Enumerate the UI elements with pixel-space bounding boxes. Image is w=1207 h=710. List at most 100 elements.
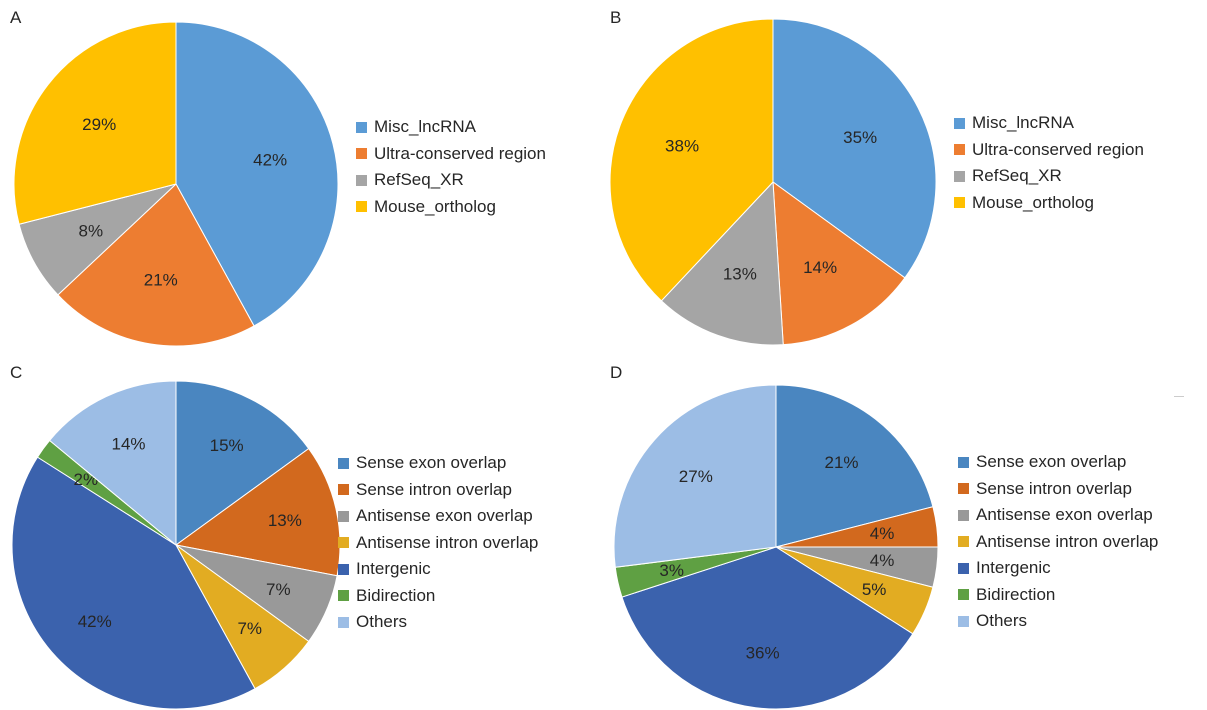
pie-chart-d: 21% 4% 4% 5% 36% 3% 27% xyxy=(613,384,939,710)
legend-label: Intergenic xyxy=(976,558,1051,578)
legend-label: Others xyxy=(976,611,1028,631)
legend-item-antisense-exon-overlap: Antisense exon overlap xyxy=(958,502,1158,529)
pie-slice-sense-exon-overlap xyxy=(175,380,310,546)
panel-c: C 15% 13% 7% 7% 42% 2% 14% Sense exon overlap S… xyxy=(0,355,600,710)
legend-item-ultra-conserved-region: Ultra-conserved region xyxy=(954,137,1144,164)
legend-swatch xyxy=(954,197,965,209)
pie-chart-b: 35% 14% 13% 38% xyxy=(609,18,937,346)
slice-label-antisense-exon-overlap: 4% xyxy=(870,551,895,570)
legend-swatch xyxy=(338,510,349,522)
legend-item-mouse-ortholog: Mouse_ortholog xyxy=(356,194,546,221)
legend-swatch xyxy=(958,615,969,627)
pie-slice-intergenic xyxy=(11,456,256,710)
legend-swatch xyxy=(958,536,969,548)
legend-swatch xyxy=(356,174,367,186)
pie-slice-mouse-ortholog xyxy=(609,18,774,302)
legend-item-refseq-xr: RefSeq_XR xyxy=(954,163,1144,190)
legend-swatch xyxy=(958,456,969,468)
legend-label: Misc_lncRNA xyxy=(374,117,477,137)
legend-swatch xyxy=(958,589,969,601)
legend-a: Misc_lncRNA Ultra-conserved region RefSeq_… xyxy=(356,114,546,220)
legend-label: Misc_lncRNA xyxy=(972,113,1075,133)
pie-slice-ultra-conserved-region xyxy=(772,180,906,346)
legend-swatch xyxy=(356,201,367,213)
pie-slice-refseq-xr xyxy=(660,180,784,346)
legend-swatch xyxy=(356,121,367,133)
legend-swatch xyxy=(338,457,349,469)
legend-item-mouse-ortholog: Mouse_ortholog xyxy=(954,190,1144,217)
slice-label-mouse-ortholog: 29% xyxy=(82,115,116,134)
slice-label-sense-intron-overlap: 13% xyxy=(268,511,302,530)
legend-swatch xyxy=(954,144,965,156)
legend-item-misc-lncrna: Misc_lncRNA xyxy=(356,114,546,141)
legend-label: Intergenic xyxy=(356,559,431,579)
legend-label: Others xyxy=(356,612,408,632)
legend-item-refseq-xr: RefSeq_XR xyxy=(356,167,546,194)
legend-swatch xyxy=(338,616,349,628)
legend-item-antisense-intron-overlap: Antisense intron overlap xyxy=(958,529,1158,556)
legend-label: Antisense exon overlap xyxy=(356,506,533,526)
legend-item-intergenic: Intergenic xyxy=(958,555,1158,582)
slice-label-refseq-xr: 8% xyxy=(79,221,104,240)
panel-d: D 21% 4% 4% 5% 36% 3% 27% Sense exon overlap Se… xyxy=(600,355,1200,710)
legend-swatch xyxy=(338,484,349,496)
legend-swatch xyxy=(356,148,367,160)
legend-item-others: Others xyxy=(958,608,1158,635)
legend-swatch xyxy=(958,483,969,495)
legend-label: Antisense exon overlap xyxy=(976,505,1153,525)
panel-letter: D xyxy=(610,363,623,382)
slice-label-refseq-xr: 13% xyxy=(723,265,757,284)
pie-slice-mouse-ortholog xyxy=(13,21,177,225)
slice-label-antisense-exon-overlap: 7% xyxy=(266,580,291,599)
slice-label-sense-exon-overlap: 21% xyxy=(825,453,859,472)
legend-item-others: Others xyxy=(338,609,538,636)
legend-item-sense-exon-overlap: Sense exon overlap xyxy=(958,449,1158,476)
legend-item-sense-intron-overlap: Sense intron overlap xyxy=(338,477,538,504)
legend-label: Bidirection xyxy=(976,584,1056,604)
pie-slice-ultra-conserved-region xyxy=(57,183,255,347)
legend-label: Antisense intron overlap xyxy=(356,532,539,552)
legend-label: Sense intron overlap xyxy=(976,478,1132,498)
legend-swatch xyxy=(338,590,349,602)
legend-swatch xyxy=(338,563,349,575)
legend-swatch xyxy=(958,509,969,521)
legend-label: Bidirection xyxy=(356,585,436,605)
pie-slice-misc-lncrna xyxy=(772,18,937,279)
slice-label-ultra-conserved-region: 21% xyxy=(144,271,178,290)
pie-slice-sense-exon-overlap xyxy=(775,384,934,548)
slice-label-bidirection: 3% xyxy=(659,561,684,580)
panel-letter: C xyxy=(10,363,23,382)
legend-swatch xyxy=(954,170,965,182)
legend-d: Sense exon overlap Sense intron overlap An… xyxy=(958,449,1158,635)
legend-swatch xyxy=(958,562,969,574)
legend-item-intergenic: Intergenic xyxy=(338,556,538,583)
legend-label: Mouse_ortholog xyxy=(374,196,496,216)
slice-label-intergenic: 36% xyxy=(746,644,780,663)
legend-label: Sense exon overlap xyxy=(976,452,1127,472)
legend-swatch xyxy=(338,537,349,549)
slice-label-intergenic: 42% xyxy=(78,612,112,631)
pie-chart-c: 15%13%7%7%42%2%14% xyxy=(11,380,341,710)
pie-chart-a: 42% 21% 8% 29% xyxy=(13,21,339,347)
legend-item-antisense-exon-overlap: Antisense exon overlap xyxy=(338,503,538,530)
slice-label-misc-lncrna: 35% xyxy=(843,128,877,147)
legend-swatch xyxy=(954,117,965,129)
legend-b: Misc_lncRNA Ultra-conserved region RefSeq_… xyxy=(954,110,1144,216)
panel-a: A 42% 21% 8% 29% Misc_lncRNA Ultra-conserved… xyxy=(0,0,600,355)
slice-label-sense-intron-overlap: 4% xyxy=(870,524,895,543)
slice-label-ultra-conserved-region: 14% xyxy=(803,258,837,277)
legend-item-bidirection: Bidirection xyxy=(958,582,1158,609)
legend-label: Sense exon overlap xyxy=(356,453,507,473)
slice-label-mouse-ortholog: 38% xyxy=(665,136,699,155)
legend-c: Sense exon overlap Sense intron overlap An… xyxy=(338,450,538,636)
legend-label: RefSeq_XR xyxy=(972,166,1062,186)
legend-item-antisense-intron-overlap: Antisense intron overlap xyxy=(338,530,538,557)
panel-letter: A xyxy=(10,8,22,27)
legend-item-sense-exon-overlap: Sense exon overlap xyxy=(338,450,538,477)
slice-label-others: 14% xyxy=(112,435,146,454)
pie-slice-intergenic xyxy=(621,546,914,710)
slice-label-sense-exon-overlap: 15% xyxy=(210,436,244,455)
legend-item-sense-intron-overlap: Sense intron overlap xyxy=(958,476,1158,503)
slice-label-antisense-intron-overlap: 5% xyxy=(862,580,887,599)
pie-slice-others xyxy=(613,384,777,568)
